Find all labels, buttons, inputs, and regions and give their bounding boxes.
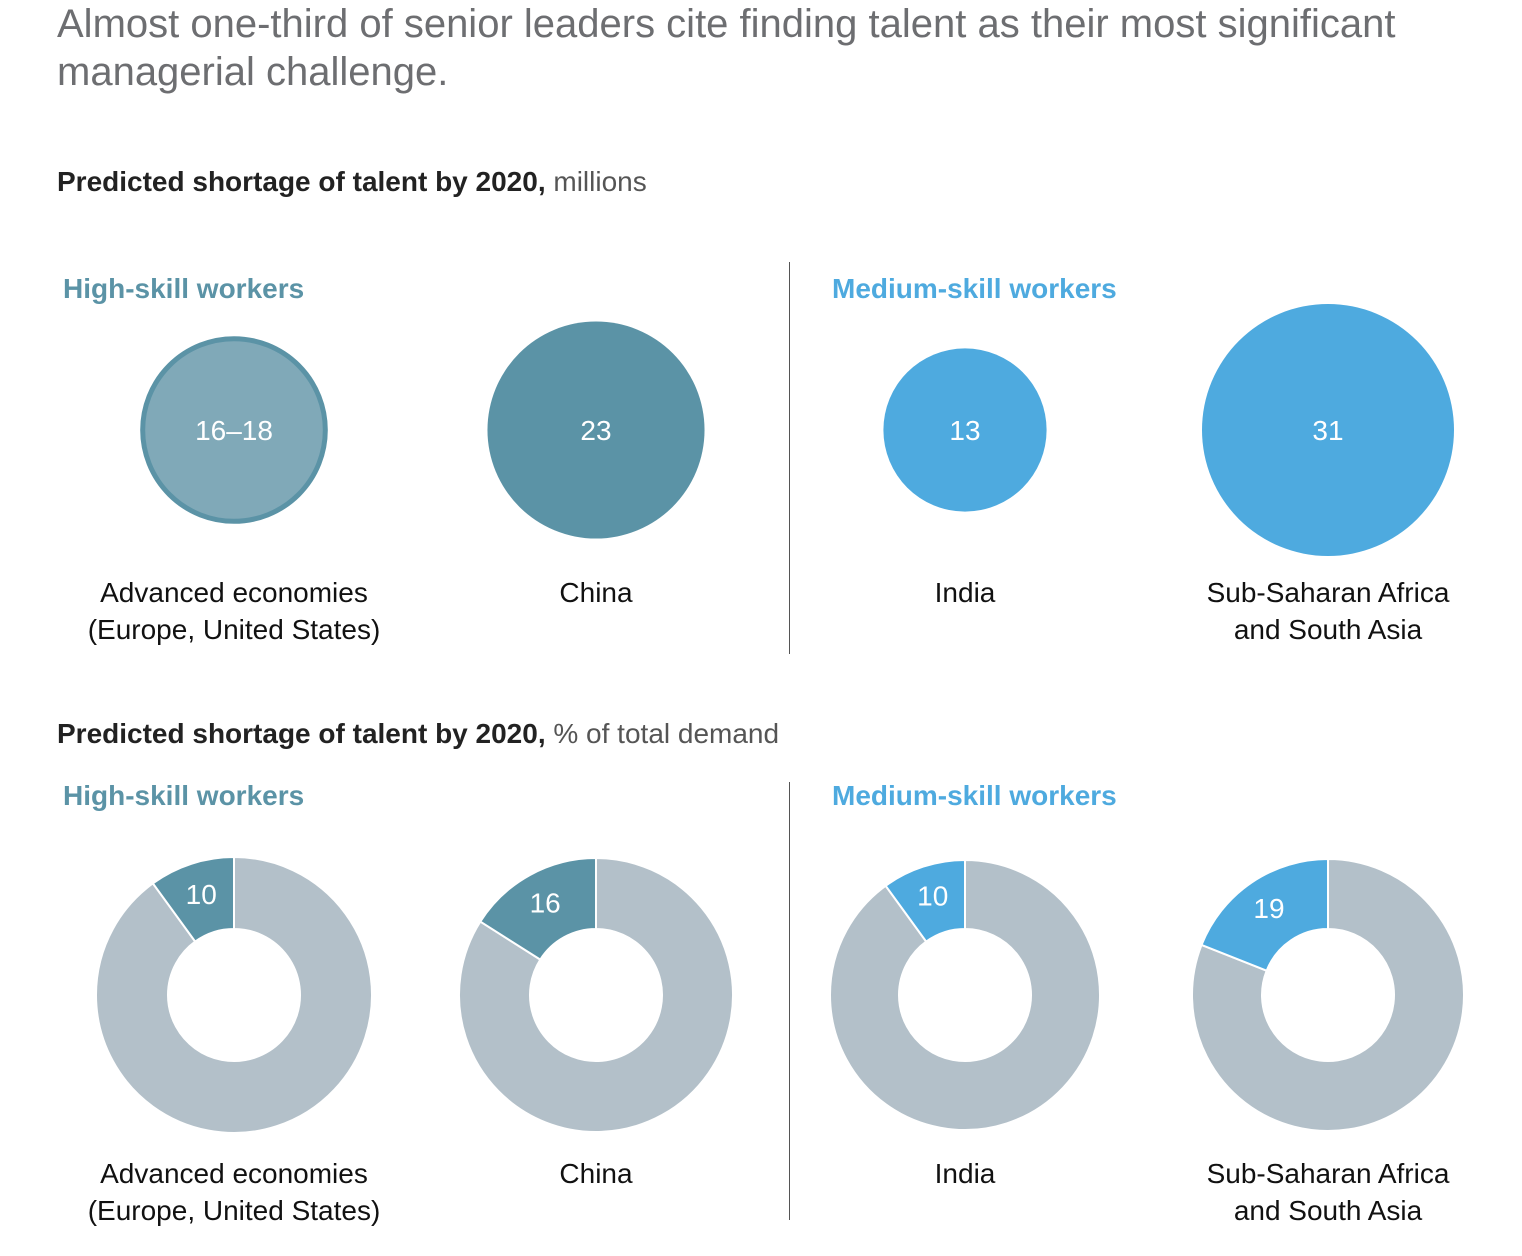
category-label-sub-saharan-africa: Sub-Saharan Africa (1207, 1158, 1450, 1189)
section-title-bold: Predicted shortage of talent by 2020, (57, 718, 546, 749)
section-title-unit: % of total demand (553, 718, 780, 749)
section-title-bold: Predicted shortage of talent by 2020, (57, 166, 546, 197)
category-label-sub-saharan-africa: Sub-Saharan Africa (1207, 577, 1450, 608)
donut-shortage-advanced-economies (151, 855, 235, 944)
category-label-sub-saharan-africa: and South Asia (1234, 614, 1423, 645)
section-title-unit: millions (553, 166, 647, 197)
bubble-advanced-economies (140, 336, 328, 524)
donut-value-sub-saharan-africa: 19 (1253, 893, 1284, 924)
bubble-value-advanced-economies: 16–18 (195, 415, 273, 446)
donut-remainder-india (829, 858, 1101, 1131)
section-title-percent: Predicted shortage of talent by 2020, % … (57, 718, 779, 750)
category-label-india: India (935, 577, 996, 608)
group-label-high-skill: High-skill workers (63, 273, 305, 304)
donut-value-india: 10 (917, 881, 948, 912)
bubble-value-sub-saharan-africa: 31 (1312, 415, 1343, 446)
donut-remainder-advanced-economies (95, 855, 373, 1134)
group-divider (789, 262, 790, 654)
group-label-high-skill: High-skill workers (63, 780, 305, 811)
group-label-medium-skill: Medium-skill workers (832, 273, 1117, 304)
donut-shortage-china (478, 856, 597, 962)
donut-remainder-china (458, 856, 734, 1133)
category-label-advanced-economies: (Europe, United States) (88, 614, 381, 645)
bubble-sub-saharan-africa (1202, 304, 1454, 556)
donut-remainder-sub-saharan-africa (1191, 857, 1465, 1132)
bubble-india (883, 348, 1047, 512)
headline: Almost one-third of senior leaders cite … (57, 2, 1396, 94)
section-title-millions: Predicted shortage of talent by 2020, mi… (57, 166, 647, 198)
category-label-china: China (559, 577, 633, 608)
category-label-advanced-economies: Advanced economies (100, 1158, 368, 1189)
bubble-value-india: 13 (949, 415, 980, 446)
donut-shortage-india (884, 858, 966, 944)
bubble-value-china: 23 (580, 415, 611, 446)
group-divider (789, 782, 790, 1220)
category-label-china: China (559, 1158, 633, 1189)
category-label-sub-saharan-africa: and South Asia (1234, 1195, 1423, 1226)
category-label-india: India (935, 1158, 996, 1189)
group-label-medium-skill: Medium-skill workers (832, 780, 1117, 811)
donut-shortage-sub-saharan-africa (1200, 857, 1329, 973)
donut-value-china: 16 (530, 888, 561, 919)
donut-value-advanced-economies: 10 (186, 879, 217, 910)
category-label-advanced-economies: (Europe, United States) (88, 1195, 381, 1226)
bubble-china (487, 321, 705, 539)
category-label-advanced-economies: Advanced economies (100, 577, 368, 608)
